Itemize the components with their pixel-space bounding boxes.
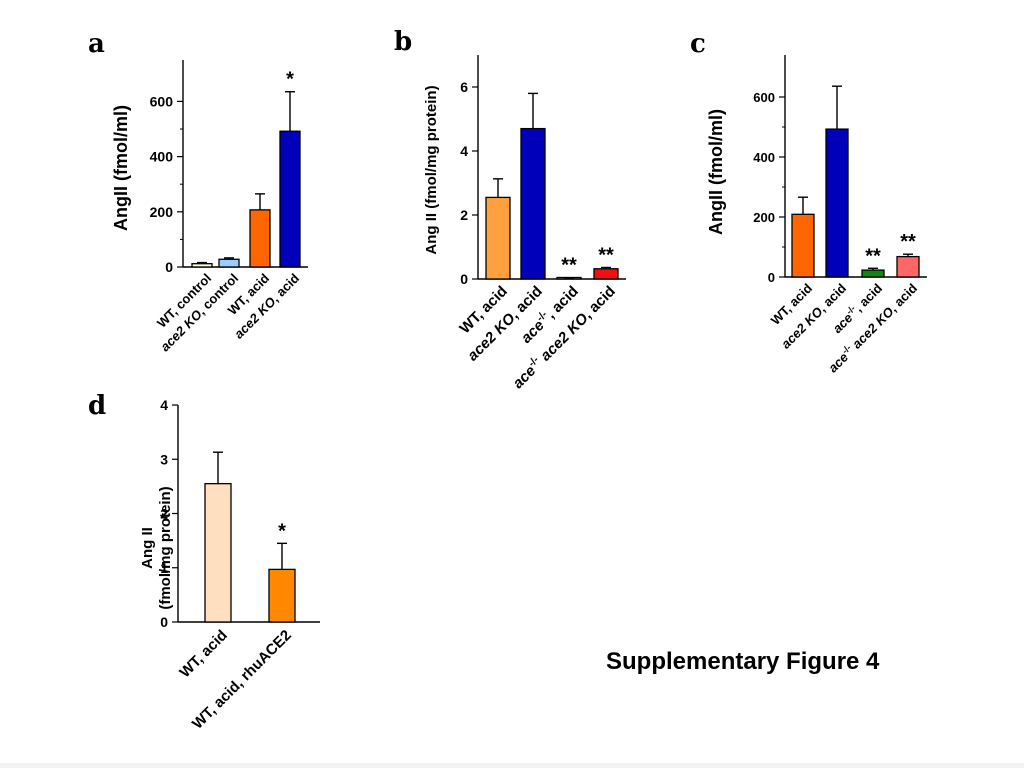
- y-tick-label: 1: [160, 560, 168, 576]
- panel-letter-d: d: [88, 391, 106, 421]
- bar-3: [861, 269, 885, 278]
- figure-title: Supplementary Figure 4: [606, 648, 880, 675]
- bar-3: [249, 209, 271, 268]
- significance-marker: **: [561, 255, 577, 277]
- y-axis-label: AngII (fmol/ml): [706, 109, 726, 235]
- y-tick-label: 200: [150, 204, 174, 220]
- bottom-divider: [0, 763, 1024, 768]
- y-tick-label: 0: [160, 614, 168, 630]
- y-tick-label: 600: [150, 93, 174, 109]
- y-tick-label: 6: [460, 79, 468, 95]
- bar-2: [268, 568, 296, 623]
- y-tick-label: 2: [460, 207, 468, 223]
- y-tick-label: 3: [160, 451, 168, 467]
- bar-4: [896, 255, 920, 278]
- y-tick-label: 200: [753, 210, 775, 225]
- y-tick-label: 2: [160, 506, 168, 522]
- significance-marker: **: [900, 231, 916, 253]
- bar-2: [218, 258, 240, 268]
- y-tick-label: 400: [753, 150, 775, 165]
- bar-4: [593, 268, 619, 280]
- bar-1: [204, 483, 232, 623]
- bar-4: [279, 130, 301, 268]
- y-tick-label: 0: [165, 259, 173, 275]
- y-axis-label: Ang II(fmol/mg protein): [139, 486, 174, 609]
- y-tick-label: 400: [150, 149, 174, 165]
- category-label: WT, acid: [176, 627, 230, 681]
- bar-1: [791, 213, 815, 278]
- y-tick-label: 4: [460, 143, 468, 159]
- panel-letter-a: a: [88, 29, 105, 59]
- y-tick-label: 4: [160, 397, 168, 413]
- bar-2: [520, 127, 546, 280]
- y-tick-label: 0: [768, 270, 775, 285]
- panel-letter-b: b: [394, 27, 412, 57]
- panel-letter-c: c: [690, 29, 706, 59]
- bar-1: [485, 196, 511, 280]
- significance-marker: **: [598, 244, 614, 266]
- significance-marker: **: [865, 245, 881, 267]
- bar-2: [825, 128, 849, 278]
- y-axis-label: Ang II (fmol/mg protein): [423, 85, 440, 254]
- y-tick-label: 600: [753, 90, 775, 105]
- y-tick-label: 0: [460, 271, 468, 287]
- significance-marker: *: [286, 69, 294, 91]
- significance-marker: *: [278, 520, 286, 542]
- y-axis-label: AngII (fmol/ml): [111, 105, 131, 231]
- bar-1: [191, 263, 213, 268]
